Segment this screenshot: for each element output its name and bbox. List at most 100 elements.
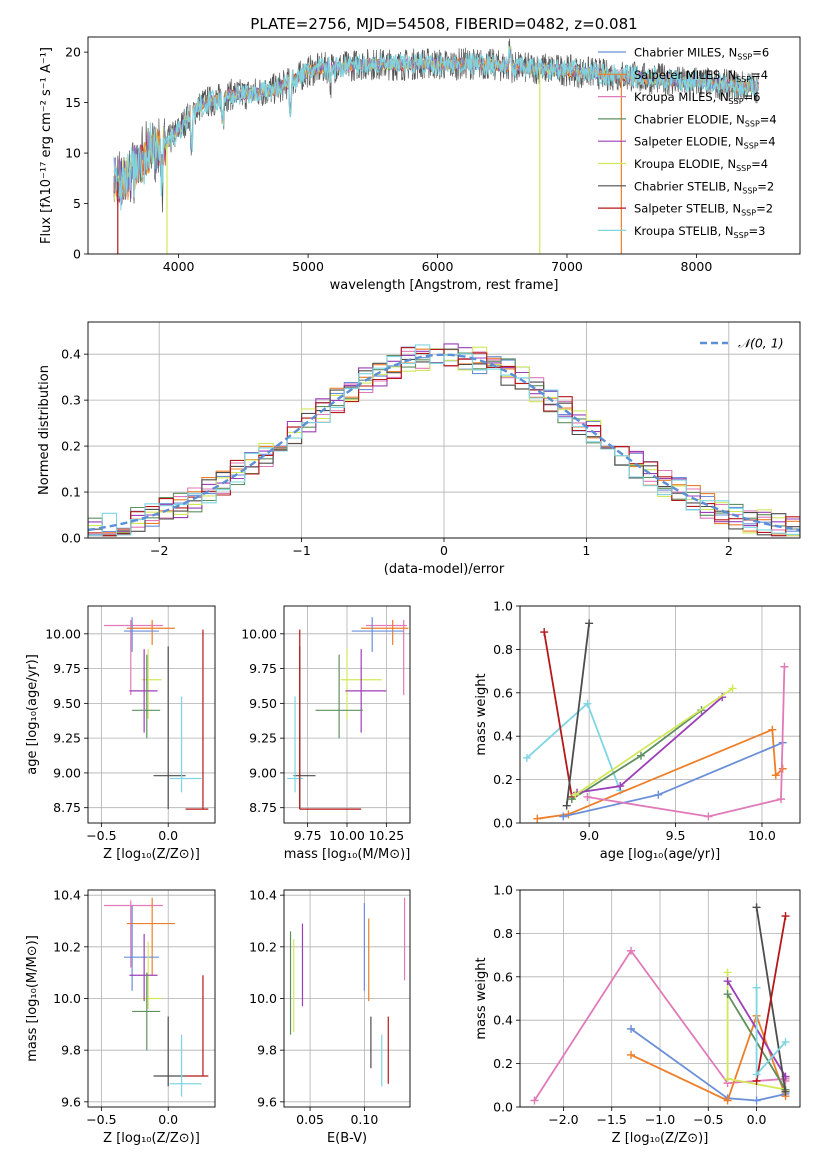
- weight-marker-chabrier_stelib: [752, 903, 761, 912]
- y-tick-label: 0.0: [493, 816, 513, 831]
- panel-mass_vs_z: −0.5 0.0 9.6 9.8 10.0 10.2 10.4 Z [log₁₀(Z/Z⊙)]…: [25, 888, 216, 1146]
- normal-reference-curve: [88, 353, 800, 532]
- y-tick-label: 1.0: [493, 599, 513, 614]
- axes-frame: [519, 889, 801, 1108]
- panel-age_vs_z: −0.5 0.0 8.75 9.00 9.25 9.50 9.75 10.00 Z [log₁₀…: [25, 605, 216, 862]
- y-tick-label: 0.0: [493, 1100, 513, 1115]
- weight-marker-chabrier_miles: [627, 1024, 636, 1033]
- axes-frame: [87, 889, 216, 1108]
- weight-marker-salpeter_stelib: [540, 628, 549, 637]
- x-tick-label: −0.5: [86, 1112, 116, 1127]
- weight-marker-salpeter_miles: [723, 1096, 732, 1105]
- y-tick-label: 9.25: [53, 731, 81, 746]
- weight-marker-chabrier_elodie: [723, 990, 732, 999]
- weight-marker-chabrier_elodie: [636, 751, 645, 760]
- x-tick-label: 5000: [292, 259, 324, 274]
- weight-line-salpeter_stelib: [543, 631, 573, 798]
- y-tick-label: 9.8: [61, 1043, 81, 1058]
- panel-spectrum: 4000 5000 6000 7000 8000 0 5 10 15 20 wavelength […: [39, 36, 801, 293]
- x-tick-label: −0.5: [693, 1112, 723, 1127]
- y-tick-label: 0.2: [493, 772, 513, 787]
- y-tick-label: 9.6: [257, 1094, 277, 1109]
- weight-marker-salpeter_stelib: [781, 912, 790, 921]
- weight-marker-salpeter_miles: [768, 725, 777, 734]
- x-tick-label: 2: [725, 543, 733, 558]
- axes-frame: [87, 36, 801, 255]
- axes-frame: [519, 605, 801, 824]
- weight-marker-kroupa_miles: [627, 946, 636, 955]
- legend: Chabrier MILES, NSSP=6 Salpeter MILES, NS…: [598, 46, 777, 240]
- plot-area: [88, 343, 800, 537]
- y-tick-label: 0: [73, 247, 81, 262]
- y-tick-label: 8.75: [53, 800, 81, 815]
- y-tick-label: 10.2: [249, 939, 277, 954]
- y-tick-label: 10.00: [45, 626, 81, 641]
- panel-weight_vs_age: 9.0 9.5 10.0 0.0 0.2 0.4 0.6 0.8 1.0 age [log₁₀(a…: [474, 599, 801, 862]
- weight-marker-salpeter_elodie: [723, 977, 732, 986]
- weight-marker-kroupa_elodie: [728, 684, 737, 693]
- y-tick-label: 10.4: [249, 888, 277, 903]
- y-tick-label: 10.00: [241, 626, 277, 641]
- y-tick-label: 9.75: [249, 661, 277, 676]
- axes-frame: [87, 605, 216, 824]
- weight-line-chabrier_miles: [630, 1028, 786, 1102]
- weight-marker-kroupa_stelib: [522, 753, 531, 762]
- panel-histogram: −2 −1 0 1 2 0.0 0.1 0.2 0.3 0.4 (data-model)/error…: [37, 321, 801, 577]
- legend-label: Kroupa ELODIE, NSSP=4: [634, 157, 768, 173]
- weight-line-kroupa_elodie: [574, 687, 734, 796]
- weight-marker-kroupa_miles: [776, 795, 785, 804]
- legend-label: Salpeter STELIB, NSSP=2: [634, 202, 773, 218]
- y-axis-label: age [log₁₀(age/yr)]: [25, 654, 40, 775]
- y-axis-label: mass [log₁₀(M/M⊙)]: [25, 935, 40, 1062]
- x-tick-label: 0.05: [296, 1112, 324, 1127]
- y-tick-label: 9.6: [61, 1094, 81, 1109]
- x-tick-label: 0: [440, 543, 448, 558]
- weight-marker-kroupa_miles: [704, 812, 713, 821]
- axes-frame: [283, 889, 411, 1108]
- weight-line-salpeter_miles: [630, 1013, 787, 1102]
- legend-label: Salpeter MILES, NSSP=4: [634, 68, 768, 84]
- weight-marker-chabrier_miles: [559, 812, 568, 821]
- weight-marker-kroupa_elodie: [723, 968, 732, 977]
- plot-area: [522, 619, 789, 823]
- legend-label: Chabrier STELIB, NSSP=2: [634, 179, 774, 195]
- y-tick-label: 9.8: [257, 1043, 277, 1058]
- x-axis-label: Z [log₁₀(Z/Z⊙)]: [612, 1131, 709, 1146]
- y-tick-label: 10: [65, 146, 81, 161]
- x-tick-label: 9.75: [294, 828, 322, 843]
- weight-marker-chabrier_elodie: [567, 795, 576, 804]
- y-tick-label: 0.2: [61, 439, 81, 454]
- x-tick-label: −1.5: [597, 1112, 627, 1127]
- y-tick-label: 0.3: [61, 393, 81, 408]
- x-tick-label: −1.0: [645, 1112, 675, 1127]
- x-axis-label: Z [log₁₀(Z/Z⊙)]: [103, 1131, 200, 1146]
- x-tick-label: 0.10: [350, 1112, 378, 1127]
- spectrum-line-kroupa_stelib: [113, 46, 760, 211]
- y-tick-label: 10.4: [53, 888, 81, 903]
- y-axis-label: Flux [fλ10⁻¹⁷ erg cm⁻² s⁻¹ A⁻¹]: [39, 47, 54, 244]
- x-tick-label: 10.0: [748, 828, 776, 843]
- x-axis-label: mass [log₁₀(M/M⊙)]: [284, 847, 411, 862]
- panel-age_vs_mass: 9.75 10.00 10.258.759.009.259.509.7510.00m…: [241, 605, 411, 862]
- axes-frame: [87, 321, 801, 539]
- y-tick-label: 10.2: [53, 939, 81, 954]
- y-tick-label: 20: [65, 45, 81, 60]
- weight-marker-chabrier_stelib: [781, 1087, 790, 1096]
- panel-mass_vs_ebv: 0.05 0.10 9.6 9.8 10.0 10.2 10.4 E(B-V): [249, 888, 411, 1146]
- x-tick-label: −1: [292, 543, 310, 558]
- x-axis-label: age [log₁₀(age/yr)]: [600, 847, 721, 862]
- weight-line-kroupa_miles: [587, 666, 786, 818]
- legend-label: Chabrier MILES, NSSP=6: [634, 46, 769, 62]
- y-tick-label: 9.50: [53, 696, 81, 711]
- weight-marker-kroupa_miles: [780, 662, 789, 671]
- weight-marker-kroupa_stelib: [752, 983, 761, 992]
- panel-weight_vs_z: −2.0 −1.5 −1.0 −0.5 0.0 0.0 0.2 0.4 0.6 0.8 1.0 Z […: [474, 883, 801, 1146]
- x-tick-label: −0.5: [86, 828, 116, 843]
- histogram-step-kroupa_stelib: [88, 344, 800, 537]
- y-tick-label: 10.0: [249, 991, 277, 1006]
- x-axis-label: Z [log₁₀(Z/Z⊙)]: [103, 847, 200, 862]
- x-tick-label: 6000: [422, 259, 454, 274]
- y-tick-label: 9.00: [53, 765, 81, 780]
